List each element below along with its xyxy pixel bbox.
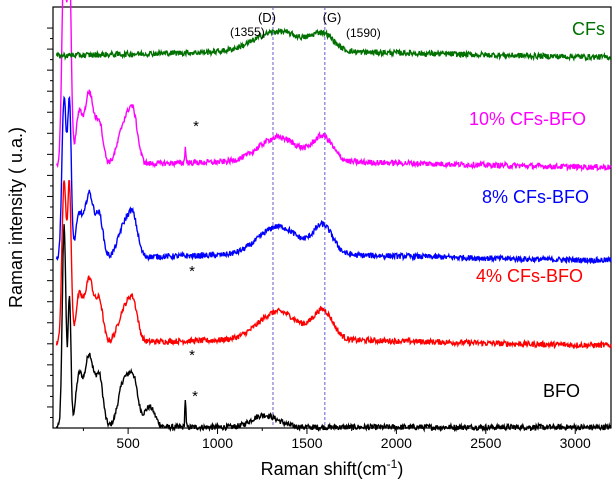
x-tick-label: 1000 bbox=[202, 435, 233, 451]
series-line bbox=[55, 224, 612, 433]
axes: 500 1000 1500 2000 2500 3000 Raman shift(cm-1)… bbox=[6, 6, 612, 479]
reference-lines bbox=[272, 7, 326, 428]
asterisk-marker: * bbox=[192, 388, 198, 405]
series-line bbox=[55, 180, 612, 350]
reference-label: (G) bbox=[323, 10, 342, 25]
plot-frame bbox=[52, 6, 612, 429]
x-tick-label: 3000 bbox=[560, 435, 591, 451]
y-axis-title: Raman intensity ( u.a.) bbox=[6, 127, 26, 308]
series-label: CFs bbox=[572, 19, 605, 39]
x-axis-title-superscript: -1 bbox=[387, 457, 398, 471]
labels: BFO 4% CFs-BFO 8% CFs-BFO 10% CFs-BFO CFs (D)… bbox=[189, 10, 605, 405]
asterisk-marker: * bbox=[189, 263, 195, 280]
series-label: 8% CFs-BFO bbox=[482, 187, 589, 207]
series-line bbox=[55, 0, 612, 173]
x-axis-title: Raman shift(cm-1) bbox=[261, 457, 404, 479]
reference-value-label: (1355) bbox=[230, 25, 265, 39]
x-axis-title-end: ) bbox=[397, 459, 403, 479]
series-label: 10% CFs-BFO bbox=[469, 109, 586, 129]
series-group bbox=[55, 0, 612, 433]
x-tick-label: 2500 bbox=[470, 435, 501, 451]
x-tick-label: 2000 bbox=[381, 435, 412, 451]
reference-value-label: (1590) bbox=[346, 26, 381, 40]
x-tick-label: 500 bbox=[116, 435, 140, 451]
series-label: BFO bbox=[543, 381, 580, 401]
series-line bbox=[55, 27, 612, 62]
series-label: 4% CFs-BFO bbox=[476, 266, 583, 286]
reference-label: (D) bbox=[258, 10, 276, 25]
x-tick-label: 1500 bbox=[291, 435, 322, 451]
series-line bbox=[55, 95, 612, 265]
asterisk-marker: * bbox=[189, 347, 195, 364]
asterisk-marker: * bbox=[193, 118, 199, 135]
